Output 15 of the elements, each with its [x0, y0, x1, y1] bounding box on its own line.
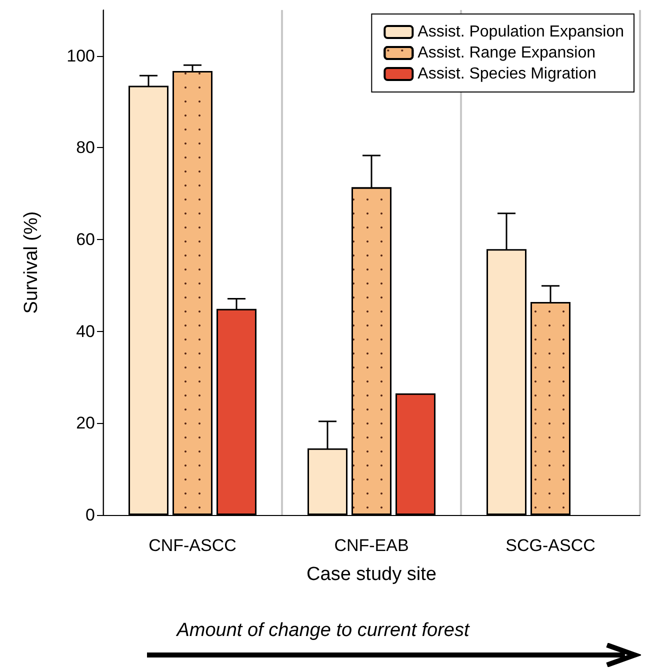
legend-label: Assist. Range Expansion: [418, 44, 596, 62]
x-axis-title: Case study site: [306, 564, 436, 585]
y-tick-label: 100: [66, 46, 95, 66]
y-axis-title: Survival (%): [21, 211, 42, 314]
y-tick-label: 0: [86, 506, 95, 524]
x-tick-label: CNF-ASCC: [148, 536, 236, 555]
x-tick-label: SCG-ASCC: [506, 536, 596, 555]
legend-label: Assist. Species Migration: [418, 66, 596, 82]
y-tick-label: 60: [76, 230, 95, 250]
legend-label: Assist. Population Expansion: [418, 24, 624, 40]
y-tick-label: 20: [76, 414, 95, 433]
x-tick-label: CNF-EAB: [334, 536, 409, 555]
text: Amount of change to current forest: [175, 620, 471, 642]
y-tick-label: 40: [76, 322, 95, 341]
y-tick-label: 80: [76, 138, 95, 158]
